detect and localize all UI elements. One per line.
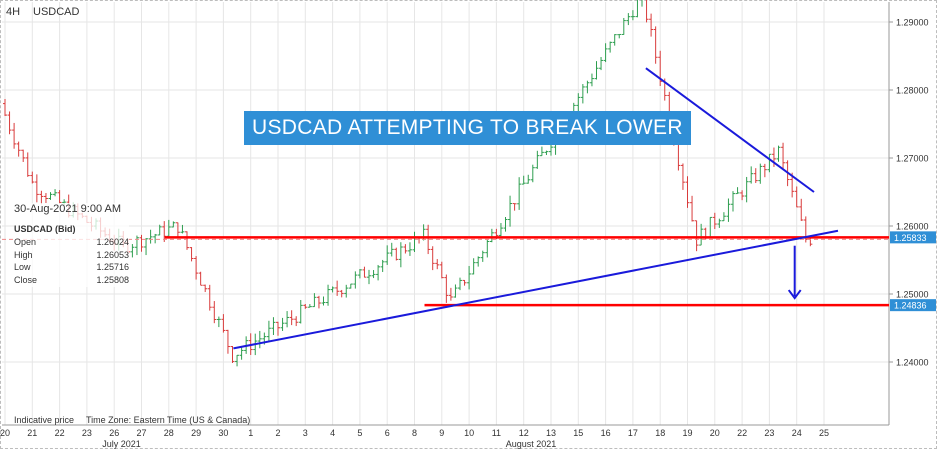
x-tick-label: 9 xyxy=(439,428,444,438)
x-month-label: August 2021 xyxy=(506,439,557,449)
y-tick-label: 1.29000 xyxy=(896,18,929,28)
x-tick-label: 16 xyxy=(601,428,611,438)
x-tick-label: 4 xyxy=(330,428,335,438)
ohlc-row-close: Close 1.25808 xyxy=(14,275,129,288)
x-tick-label: 21 xyxy=(27,428,37,438)
descending-trendline xyxy=(645,67,815,193)
x-tick-label: 20 xyxy=(710,428,720,438)
y-tick-label: 1.24000 xyxy=(896,358,929,368)
x-tick-label: 23 xyxy=(82,428,92,438)
headline-banner: USDCAD ATTEMPTING TO BREAK LOWER xyxy=(244,111,691,145)
x-tick-label: 10 xyxy=(464,428,474,438)
x-tick-label: 30 xyxy=(218,428,228,438)
indicative-price-note: Indicative price xyxy=(14,415,75,425)
y-tick-label: 1.28000 xyxy=(896,86,929,96)
x-tick-label: 1 xyxy=(248,428,253,438)
price-label-support: 1.24836 xyxy=(894,301,927,311)
x-tick-label: 6 xyxy=(385,428,390,438)
x-tick-label: 12 xyxy=(519,428,529,438)
y-tick-label: 1.27000 xyxy=(896,154,929,164)
x-tick-label: 13 xyxy=(546,428,556,438)
ohlc-title: USDCAD (Bid) xyxy=(14,224,76,234)
ohlc-value: 1.26024 xyxy=(96,237,129,247)
x-tick-label: 27 xyxy=(136,428,146,438)
x-month-label: July 2021 xyxy=(102,439,141,449)
x-tick-label: 11 xyxy=(492,428,501,438)
x-tick-label: 19 xyxy=(682,428,692,438)
ohlc-row-high: High 1.26053 xyxy=(14,250,129,263)
ohlc-label: Open xyxy=(14,237,37,247)
x-tick-label: 18 xyxy=(655,428,665,438)
timeframe-label: 4H xyxy=(6,6,21,18)
x-tick-label: 22 xyxy=(55,428,65,438)
x-tick-label: 29 xyxy=(191,428,201,438)
ohlc-value: 1.25808 xyxy=(96,274,129,285)
x-tick-label: 15 xyxy=(573,428,583,438)
ascending-trendline xyxy=(233,229,839,350)
ohlc-panel: 30-Aug-2021 9:00 AM USDCAD (Bid) Open 1.… xyxy=(14,203,129,287)
price-label-box xyxy=(890,231,936,244)
ohlc-label: High xyxy=(14,249,33,260)
x-tick-label: 3 xyxy=(303,428,308,438)
x-tick-label: 2 xyxy=(275,428,280,438)
symbol-label: USDCAD xyxy=(33,6,80,18)
down-arrow-head xyxy=(787,289,802,300)
ohlc-row-open: Open 1.26024 xyxy=(14,237,129,250)
x-tick-label: 17 xyxy=(628,428,638,438)
price-label-box xyxy=(890,299,936,312)
x-tick-label: 24 xyxy=(792,428,802,438)
ohlc-label: Low xyxy=(14,262,31,272)
x-tick-label: 22 xyxy=(737,428,747,438)
ohlc-label: Close xyxy=(14,274,38,285)
y-tick-label: 1.26000 xyxy=(896,222,929,232)
ohlc-value: 1.26053 xyxy=(96,249,129,260)
ohlc-value: 1.25716 xyxy=(96,262,129,272)
price-label-current: 1.25833 xyxy=(894,233,927,243)
ohlc-row-low: Low 1.25716 xyxy=(14,262,129,275)
ohlc-datetime: 30-Aug-2021 9:00 AM xyxy=(14,203,122,215)
y-tick-label: 1.25000 xyxy=(896,290,929,300)
timezone-note: Time Zone: Eastern Time (US & Canada) xyxy=(86,415,251,425)
x-tick-label: 20 xyxy=(0,428,10,438)
x-tick-label: 23 xyxy=(764,428,774,438)
x-tick-label: 25 xyxy=(819,428,829,438)
x-tick-label: 8 xyxy=(412,428,417,438)
x-tick-label: 28 xyxy=(164,428,174,438)
x-tick-label: 5 xyxy=(357,428,362,438)
x-tick-label: 26 xyxy=(109,428,119,438)
